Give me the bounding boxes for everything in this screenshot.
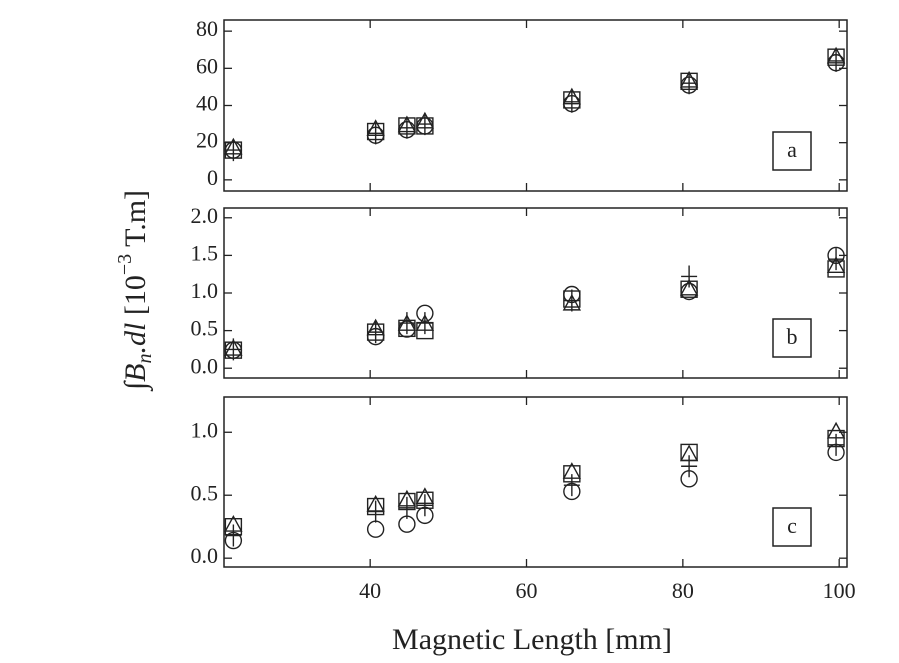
point <box>563 290 581 308</box>
panel-label: a <box>787 137 797 162</box>
point <box>366 119 385 136</box>
point <box>366 122 385 141</box>
x-tick-label: 100 <box>823 578 856 603</box>
point <box>416 321 434 340</box>
point <box>416 491 434 509</box>
panel-label-box <box>772 318 812 358</box>
y-axis-label: ∫Bn.dl [10−3 T.m] <box>114 190 156 392</box>
point <box>224 137 243 155</box>
point <box>681 265 698 288</box>
point <box>366 318 385 336</box>
point <box>680 280 698 298</box>
y-tick-label: 20 <box>196 128 218 153</box>
point <box>415 487 435 505</box>
point <box>398 319 416 338</box>
panel-label: c <box>787 513 797 538</box>
point <box>828 433 845 456</box>
point <box>563 465 581 483</box>
point <box>398 496 415 519</box>
x-axis-label: Magnetic Length [mm] <box>392 623 672 656</box>
point <box>224 338 243 356</box>
point <box>563 91 581 109</box>
point <box>562 87 582 105</box>
panel-frame <box>223 19 848 192</box>
y-axis-label-part: T.m] <box>119 190 152 254</box>
y-axis-label-part: −3 <box>114 254 136 275</box>
y-tick-label: 80 <box>196 16 218 41</box>
point <box>828 49 845 72</box>
point <box>563 90 580 113</box>
point <box>563 474 580 497</box>
point <box>398 117 416 135</box>
y-tick-label: 0 <box>207 165 218 190</box>
y-tick-label: 2.0 <box>191 203 219 228</box>
y-tick-label: 1.0 <box>191 417 219 442</box>
y-axis-label-part: n <box>134 353 156 363</box>
y-tick-label: 0.0 <box>191 353 219 378</box>
point <box>416 117 434 135</box>
x-tick-label: 40 <box>359 578 381 603</box>
y-tick-label: 60 <box>196 53 218 78</box>
point <box>562 462 582 479</box>
y-tick-label: 1.5 <box>191 240 219 265</box>
x-tick-label: 60 <box>516 578 538 603</box>
point <box>680 443 698 462</box>
point <box>416 494 433 517</box>
point <box>367 122 384 145</box>
point <box>826 46 846 64</box>
point <box>827 48 845 66</box>
point <box>828 248 845 271</box>
point <box>397 314 417 331</box>
point <box>225 524 242 547</box>
point <box>224 341 243 359</box>
y-tick-label: 40 <box>196 91 218 116</box>
x-tick-label: 80 <box>672 578 694 603</box>
y-axis-label-part: .dl <box>119 323 152 354</box>
point <box>679 278 699 296</box>
point <box>827 429 845 448</box>
point <box>224 518 243 536</box>
panel-frame <box>223 396 848 568</box>
panel-label-box <box>772 131 812 171</box>
point <box>397 115 417 133</box>
y-axis-label-part: B <box>119 363 152 381</box>
y-tick-label: 0.5 <box>191 480 219 505</box>
point <box>366 494 385 512</box>
panel-label-box <box>772 507 812 547</box>
y-tick-label: 0.0 <box>191 543 219 568</box>
point <box>563 289 580 312</box>
panel-frame <box>223 207 848 379</box>
point <box>366 497 385 516</box>
point <box>827 260 845 278</box>
panel-label: b <box>787 324 798 349</box>
point <box>681 455 698 478</box>
point <box>397 489 417 507</box>
point <box>398 492 416 511</box>
point <box>679 70 699 88</box>
point <box>224 514 243 532</box>
y-axis-label-part: [10 <box>119 275 152 323</box>
point <box>224 141 243 159</box>
y-tick-label: 0.5 <box>191 316 219 341</box>
y-axis-label-part: ∫ <box>119 380 154 392</box>
point <box>680 72 698 91</box>
y-tick-label: 1.0 <box>191 278 219 303</box>
point <box>415 111 435 129</box>
point <box>366 323 385 341</box>
point <box>826 256 846 273</box>
point <box>366 520 385 538</box>
point <box>562 293 582 311</box>
